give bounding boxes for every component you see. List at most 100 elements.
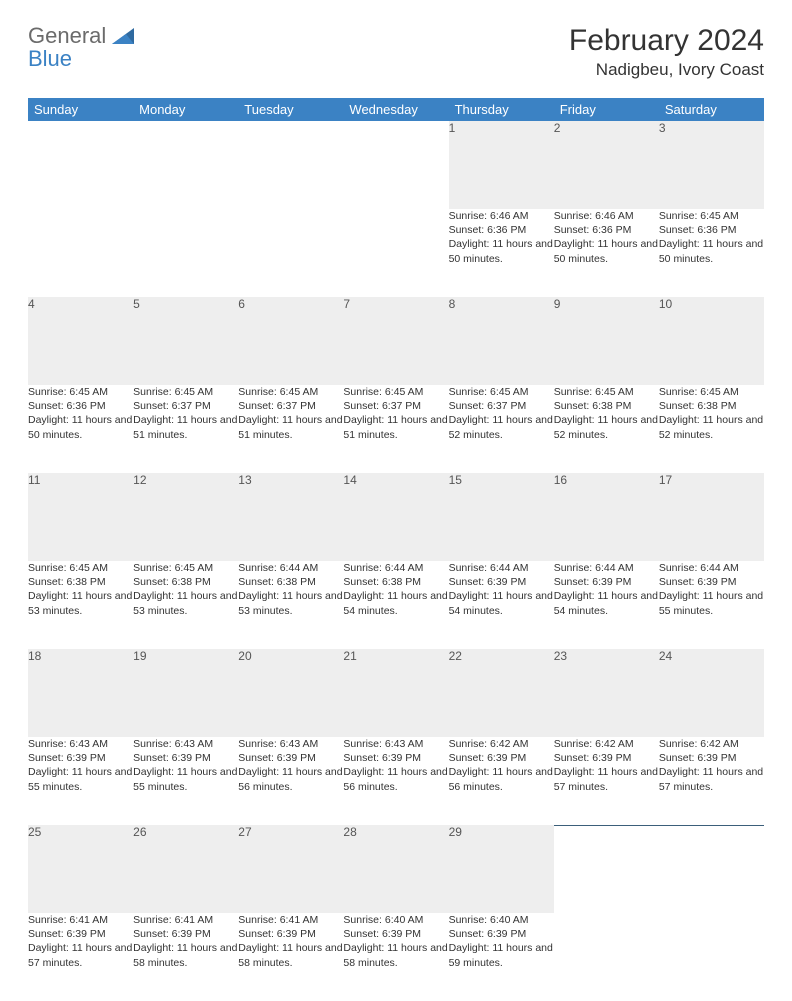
day-detail-cell: Sunrise: 6:44 AMSunset: 6:38 PMDaylight:… bbox=[343, 561, 448, 649]
weekday-header: Saturday bbox=[659, 98, 764, 121]
day-detail-row: Sunrise: 6:46 AMSunset: 6:36 PMDaylight:… bbox=[28, 209, 764, 297]
day-detail-row: Sunrise: 6:45 AMSunset: 6:36 PMDaylight:… bbox=[28, 385, 764, 473]
day-detail-cell: Sunrise: 6:45 AMSunset: 6:38 PMDaylight:… bbox=[133, 561, 238, 649]
day-detail-cell: Sunrise: 6:45 AMSunset: 6:36 PMDaylight:… bbox=[659, 209, 764, 297]
location: Nadigbeu, Ivory Coast bbox=[569, 60, 764, 80]
day-number-row: 18192021222324 bbox=[28, 649, 764, 737]
day-number-cell: 14 bbox=[343, 473, 448, 561]
day-number-row: 2526272829 bbox=[28, 825, 764, 913]
day-number-cell: 21 bbox=[343, 649, 448, 737]
day-number-cell: 1 bbox=[449, 121, 554, 209]
day-detail-row: Sunrise: 6:41 AMSunset: 6:39 PMDaylight:… bbox=[28, 913, 764, 1001]
day-number-cell: 22 bbox=[449, 649, 554, 737]
day-detail-cell bbox=[343, 209, 448, 297]
day-number-cell: 17 bbox=[659, 473, 764, 561]
day-number-cell: 6 bbox=[238, 297, 343, 385]
day-detail-cell: Sunrise: 6:45 AMSunset: 6:36 PMDaylight:… bbox=[28, 385, 133, 473]
day-detail-cell: Sunrise: 6:44 AMSunset: 6:39 PMDaylight:… bbox=[659, 561, 764, 649]
header: General Blue February 2024 Nadigbeu, Ivo… bbox=[28, 24, 764, 80]
day-number-row: 11121314151617 bbox=[28, 473, 764, 561]
day-number-cell: 10 bbox=[659, 297, 764, 385]
day-detail-cell: Sunrise: 6:42 AMSunset: 6:39 PMDaylight:… bbox=[659, 737, 764, 825]
logo-word-general: General bbox=[28, 23, 106, 48]
day-detail-cell bbox=[133, 209, 238, 297]
day-detail-cell: Sunrise: 6:44 AMSunset: 6:39 PMDaylight:… bbox=[554, 561, 659, 649]
day-detail-cell: Sunrise: 6:46 AMSunset: 6:36 PMDaylight:… bbox=[554, 209, 659, 297]
day-number-cell: 15 bbox=[449, 473, 554, 561]
day-number-cell: 12 bbox=[133, 473, 238, 561]
day-detail-cell: Sunrise: 6:42 AMSunset: 6:39 PMDaylight:… bbox=[449, 737, 554, 825]
day-number-cell: 8 bbox=[449, 297, 554, 385]
day-detail-cell: Sunrise: 6:45 AMSunset: 6:38 PMDaylight:… bbox=[28, 561, 133, 649]
day-detail-cell: Sunrise: 6:44 AMSunset: 6:38 PMDaylight:… bbox=[238, 561, 343, 649]
day-detail-cell: Sunrise: 6:40 AMSunset: 6:39 PMDaylight:… bbox=[449, 913, 554, 1001]
day-number-cell: 19 bbox=[133, 649, 238, 737]
weekday-header: Sunday bbox=[28, 98, 133, 121]
title-block: February 2024 Nadigbeu, Ivory Coast bbox=[569, 24, 764, 80]
day-number-row: 123 bbox=[28, 121, 764, 209]
day-number-cell: 4 bbox=[28, 297, 133, 385]
day-number-cell: 28 bbox=[343, 825, 448, 913]
day-detail-cell: Sunrise: 6:45 AMSunset: 6:38 PMDaylight:… bbox=[554, 385, 659, 473]
day-number-cell bbox=[238, 121, 343, 209]
day-number-cell bbox=[659, 825, 764, 913]
day-number-cell bbox=[133, 121, 238, 209]
weekday-header: Tuesday bbox=[238, 98, 343, 121]
logo-word-blue: Blue bbox=[28, 46, 72, 71]
weekday-header-row: SundayMondayTuesdayWednesdayThursdayFrid… bbox=[28, 98, 764, 121]
day-number-cell bbox=[343, 121, 448, 209]
day-detail-row: Sunrise: 6:45 AMSunset: 6:38 PMDaylight:… bbox=[28, 561, 764, 649]
calendar-page: General Blue February 2024 Nadigbeu, Ivo… bbox=[0, 0, 792, 612]
day-detail-cell: Sunrise: 6:45 AMSunset: 6:37 PMDaylight:… bbox=[343, 385, 448, 473]
day-detail-cell bbox=[28, 209, 133, 297]
day-detail-cell: Sunrise: 6:40 AMSunset: 6:39 PMDaylight:… bbox=[343, 913, 448, 1001]
day-number-cell: 3 bbox=[659, 121, 764, 209]
day-detail-cell: Sunrise: 6:43 AMSunset: 6:39 PMDaylight:… bbox=[133, 737, 238, 825]
logo-text: General Blue bbox=[28, 24, 106, 70]
day-detail-cell: Sunrise: 6:43 AMSunset: 6:39 PMDaylight:… bbox=[28, 737, 133, 825]
day-number-cell: 20 bbox=[238, 649, 343, 737]
day-detail-cell: Sunrise: 6:42 AMSunset: 6:39 PMDaylight:… bbox=[554, 737, 659, 825]
day-number-cell: 9 bbox=[554, 297, 659, 385]
day-number-cell: 29 bbox=[449, 825, 554, 913]
day-detail-cell: Sunrise: 6:43 AMSunset: 6:39 PMDaylight:… bbox=[343, 737, 448, 825]
day-number-cell: 18 bbox=[28, 649, 133, 737]
day-detail-row: Sunrise: 6:43 AMSunset: 6:39 PMDaylight:… bbox=[28, 737, 764, 825]
day-number-cell: 23 bbox=[554, 649, 659, 737]
day-number-cell: 24 bbox=[659, 649, 764, 737]
day-detail-cell: Sunrise: 6:45 AMSunset: 6:37 PMDaylight:… bbox=[449, 385, 554, 473]
day-number-cell: 2 bbox=[554, 121, 659, 209]
weekday-header: Wednesday bbox=[343, 98, 448, 121]
day-number-cell: 27 bbox=[238, 825, 343, 913]
day-detail-cell: Sunrise: 6:41 AMSunset: 6:39 PMDaylight:… bbox=[133, 913, 238, 1001]
weekday-header: Friday bbox=[554, 98, 659, 121]
day-detail-cell: Sunrise: 6:45 AMSunset: 6:37 PMDaylight:… bbox=[133, 385, 238, 473]
day-number-cell: 16 bbox=[554, 473, 659, 561]
day-detail-cell: Sunrise: 6:43 AMSunset: 6:39 PMDaylight:… bbox=[238, 737, 343, 825]
logo-triangle-icon bbox=[112, 26, 138, 51]
weekday-header: Monday bbox=[133, 98, 238, 121]
day-detail-cell: Sunrise: 6:45 AMSunset: 6:37 PMDaylight:… bbox=[238, 385, 343, 473]
day-number-cell: 26 bbox=[133, 825, 238, 913]
day-number-cell: 13 bbox=[238, 473, 343, 561]
calendar-table: SundayMondayTuesdayWednesdayThursdayFrid… bbox=[28, 98, 764, 1001]
day-detail-cell: Sunrise: 6:44 AMSunset: 6:39 PMDaylight:… bbox=[449, 561, 554, 649]
day-detail-cell bbox=[238, 209, 343, 297]
month-title: February 2024 bbox=[569, 24, 764, 58]
day-detail-cell bbox=[659, 913, 764, 1001]
calendar-body: 123Sunrise: 6:46 AMSunset: 6:36 PMDaylig… bbox=[28, 121, 764, 1001]
day-number-cell bbox=[28, 121, 133, 209]
day-detail-cell: Sunrise: 6:46 AMSunset: 6:36 PMDaylight:… bbox=[449, 209, 554, 297]
weekday-header: Thursday bbox=[449, 98, 554, 121]
day-detail-cell: Sunrise: 6:41 AMSunset: 6:39 PMDaylight:… bbox=[28, 913, 133, 1001]
day-number-cell: 25 bbox=[28, 825, 133, 913]
logo: General Blue bbox=[28, 24, 138, 70]
day-number-cell: 11 bbox=[28, 473, 133, 561]
day-number-row: 45678910 bbox=[28, 297, 764, 385]
day-number-cell: 5 bbox=[133, 297, 238, 385]
day-detail-cell bbox=[554, 913, 659, 1001]
day-detail-cell: Sunrise: 6:41 AMSunset: 6:39 PMDaylight:… bbox=[238, 913, 343, 1001]
day-detail-cell: Sunrise: 6:45 AMSunset: 6:38 PMDaylight:… bbox=[659, 385, 764, 473]
day-number-cell bbox=[554, 825, 659, 913]
day-number-cell: 7 bbox=[343, 297, 448, 385]
